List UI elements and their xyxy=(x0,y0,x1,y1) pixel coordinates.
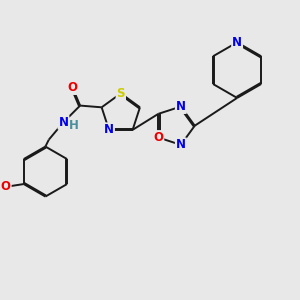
Text: N: N xyxy=(58,116,68,129)
Text: N: N xyxy=(176,100,186,113)
Text: N: N xyxy=(232,36,242,49)
Text: O: O xyxy=(1,180,11,193)
Text: S: S xyxy=(117,87,125,100)
Text: N: N xyxy=(176,138,186,151)
Text: N: N xyxy=(104,123,114,136)
Text: H: H xyxy=(69,118,79,131)
Text: O: O xyxy=(153,131,163,144)
Text: O: O xyxy=(68,81,77,94)
